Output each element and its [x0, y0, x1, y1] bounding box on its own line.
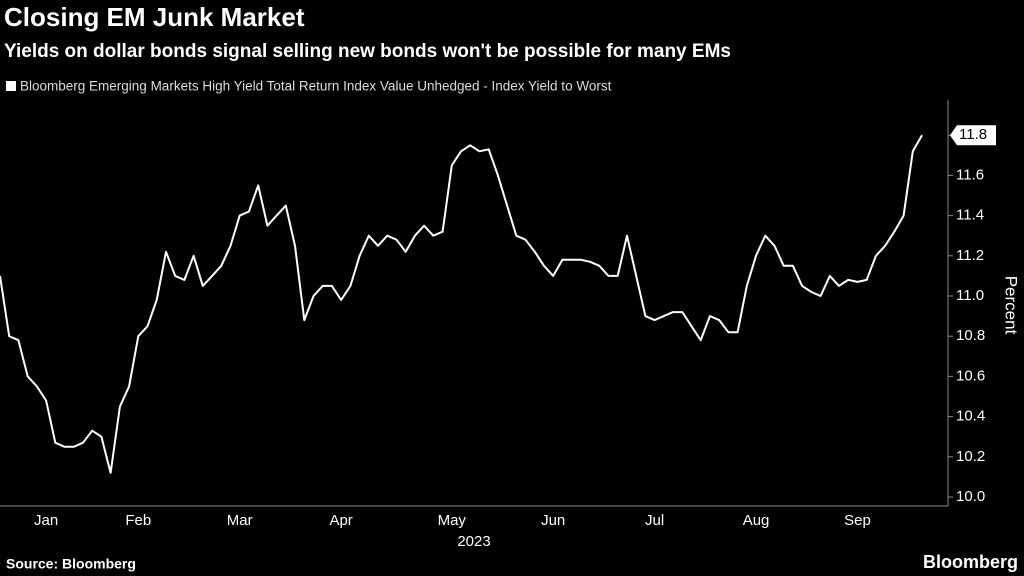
- y-tick-label: 11.6: [956, 166, 984, 183]
- y-tick-label: 11.0: [956, 287, 984, 304]
- y-tick-label: 10.0: [956, 488, 985, 505]
- value-label: 11.8: [959, 126, 987, 143]
- y-tick-label: 10.8: [956, 327, 985, 344]
- line-series: [0, 134, 923, 474]
- chart-title: Closing EM Junk Market: [4, 2, 305, 32]
- x-tick-label: Jul: [645, 512, 664, 529]
- x-tick-label: Feb: [125, 512, 151, 529]
- chart-subtitle: Yields on dollar bonds signal selling ne…: [4, 41, 731, 62]
- y-tick-label: 10.6: [956, 367, 985, 384]
- legend-label: Bloomberg Emerging Markets High Yield To…: [20, 79, 612, 94]
- x-axis-label: 2023: [457, 533, 490, 550]
- y-tick-label: 10.4: [956, 408, 985, 425]
- legend-swatch: [6, 81, 16, 91]
- x-tick-label: Mar: [227, 512, 253, 529]
- brand-logo: Bloomberg: [923, 552, 1018, 572]
- value-label-box: [950, 125, 996, 146]
- y-tick-label: 10.2: [956, 448, 985, 465]
- y-tick-label: 11.2: [956, 247, 984, 264]
- x-tick-label: Jun: [541, 512, 565, 529]
- source: Source: Bloomberg: [6, 556, 136, 572]
- y-axis-label: Percent: [1002, 276, 1021, 335]
- x-tick-label: Apr: [329, 512, 352, 529]
- x-tick-label: Jan: [34, 512, 58, 529]
- y-tick-label: 11.4: [956, 207, 984, 224]
- x-tick-label: May: [438, 512, 467, 529]
- x-tick-label: Sep: [844, 512, 871, 529]
- x-tick-label: Aug: [743, 512, 770, 529]
